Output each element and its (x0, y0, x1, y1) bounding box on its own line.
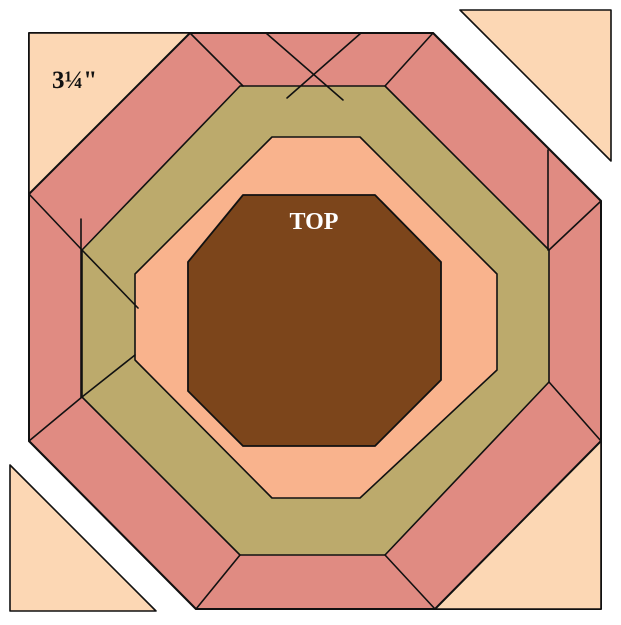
corner-size-label: 3¼" (52, 67, 97, 94)
strip-seam-line (265, 32, 344, 101)
strip-seam-line (384, 554, 436, 610)
corner-triangle-bottom-left (9, 464, 157, 612)
strip-seam-line (189, 32, 244, 87)
strip-seam-line (81, 249, 139, 309)
center-octagon (187, 194, 442, 447)
strip-seam-line (195, 554, 241, 610)
strip-seam-line (286, 32, 362, 99)
strip-seam-line (384, 32, 434, 87)
strip-seam-line (548, 381, 602, 442)
strip-seam-line (81, 354, 136, 398)
corner-triangle-top-right (459, 9, 612, 162)
strip-seam-line (28, 396, 83, 442)
strip-seam-line (28, 193, 83, 251)
strip-seam-line (548, 200, 602, 251)
center-top-label: TOP (290, 209, 339, 235)
